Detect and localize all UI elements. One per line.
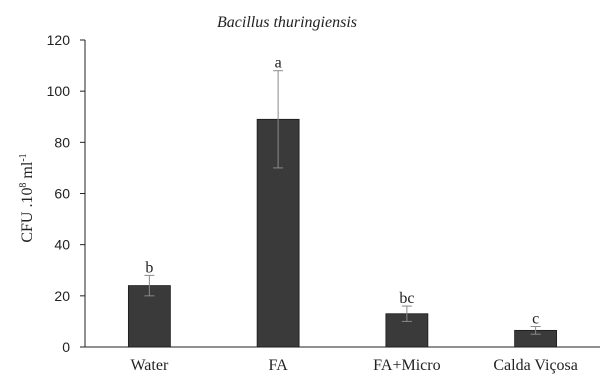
- y-tick-label: 100: [47, 83, 71, 99]
- x-tick-label: Calda Viçosa: [493, 357, 578, 374]
- significance-label: bc: [399, 290, 414, 307]
- significance-label: c: [532, 311, 539, 328]
- y-tick-label: 120: [47, 32, 71, 48]
- error-bars: [144, 70, 541, 335]
- x-tick-label: FA+Micro: [373, 357, 440, 374]
- x-tick-label: Water: [130, 357, 168, 374]
- x-tick-label: FA: [268, 357, 288, 374]
- significance-labels: b a bc c: [145, 55, 539, 328]
- y-tick-label: 0: [62, 339, 70, 355]
- x-tick-labels: Water FA FA+Micro Calda Viçosa: [130, 357, 577, 374]
- chart-title: Bacillus thuringiensis: [217, 14, 357, 31]
- y-tick-label: 60: [54, 186, 70, 202]
- significance-label: b: [145, 259, 153, 276]
- y-tick-label: 80: [54, 134, 70, 150]
- y-tick-label: 20: [54, 288, 70, 304]
- significance-label: a: [275, 55, 282, 72]
- bars: [127, 118, 558, 348]
- y-ticks: 0 20 40 60 80 100 120: [47, 32, 85, 355]
- y-tick-label: 40: [54, 237, 70, 253]
- y-axis-label: CFU .108 ml-1: [18, 153, 36, 242]
